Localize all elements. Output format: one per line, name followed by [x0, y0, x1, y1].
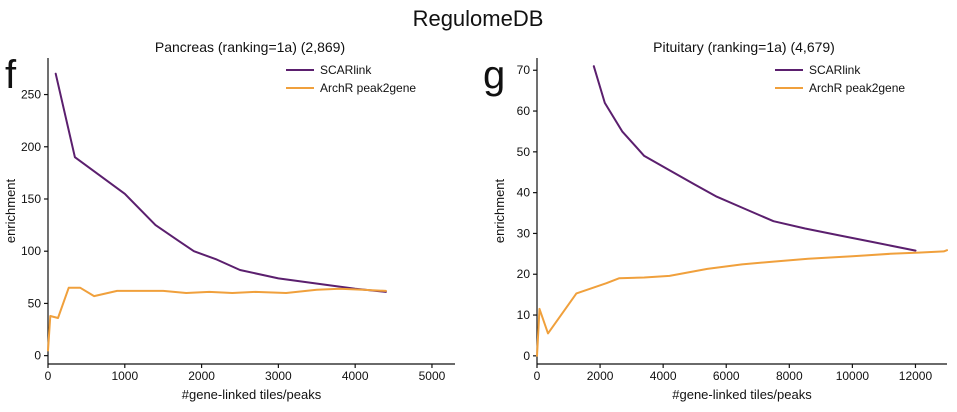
y-tick-label: 0: [523, 349, 530, 363]
legend-entry: ArchR peak2gene: [809, 81, 905, 95]
y-tick-label: 50: [517, 145, 531, 159]
legend: SCARlink ArchR peak2gene: [775, 63, 905, 95]
x-tick-label: 10000: [836, 369, 870, 383]
y-axis-label: enrichment: [492, 178, 507, 243]
x-tick-label: 4000: [342, 369, 369, 383]
x-tick-label: 0: [534, 369, 541, 383]
y-tick-label: 100: [21, 244, 41, 258]
legend-entry: SCARlink: [809, 63, 861, 77]
series-line-scarlink: [592, 65, 917, 252]
series-line-archr-peak2gene: [47, 286, 387, 352]
y-tick-label: 60: [517, 104, 531, 118]
series-line-archr-peak2gene: [536, 249, 948, 357]
x-tick-label: 6000: [713, 369, 740, 383]
legend-entry: ArchR peak2gene: [320, 81, 416, 95]
x-tick-label: 5000: [419, 369, 446, 383]
legend: SCARlink ArchR peak2gene: [286, 63, 416, 95]
x-tick-label: 2000: [587, 369, 614, 383]
x-tick-label: 3000: [265, 369, 292, 383]
x-tick-label: 8000: [776, 369, 803, 383]
y-tick-label: 10: [517, 308, 531, 322]
x-tick-label: 4000: [650, 369, 677, 383]
y-tick-label: 30: [517, 226, 531, 240]
y-axis-label: enrichment: [3, 178, 18, 243]
panel-label: f: [5, 53, 17, 97]
x-tick-label: 0: [45, 369, 52, 383]
y-tick-label: 40: [517, 186, 531, 200]
y-tick-label: 50: [28, 296, 42, 310]
panel-label: g: [483, 53, 505, 97]
y-tick-label: 200: [21, 140, 41, 154]
y-tick-label: 150: [21, 192, 41, 206]
legend-entry: SCARlink: [320, 63, 372, 77]
chart-title: Pancreas (ranking=1a) (2,869): [155, 39, 345, 55]
chart-panel-g: g Pituitary (ranking=1a) (4,679) 0 2000 4000…: [483, 39, 948, 402]
x-tick-label: 2000: [188, 369, 215, 383]
y-tick-label: 70: [517, 63, 531, 77]
chart-title: Pituitary (ranking=1a) (4,679): [653, 39, 835, 55]
figure-title: RegulomeDB: [413, 6, 544, 31]
y-tick-label: 0: [34, 349, 41, 363]
x-tick-label: 1000: [111, 369, 138, 383]
x-axis-label: #gene-linked tiles/peaks: [182, 387, 322, 402]
y-tick-label: 20: [517, 267, 531, 281]
series-line-scarlink: [54, 72, 387, 293]
y-tick-label: 250: [21, 88, 41, 102]
x-axis-label: #gene-linked tiles/peaks: [672, 387, 812, 402]
x-tick-label: 12000: [899, 369, 933, 383]
